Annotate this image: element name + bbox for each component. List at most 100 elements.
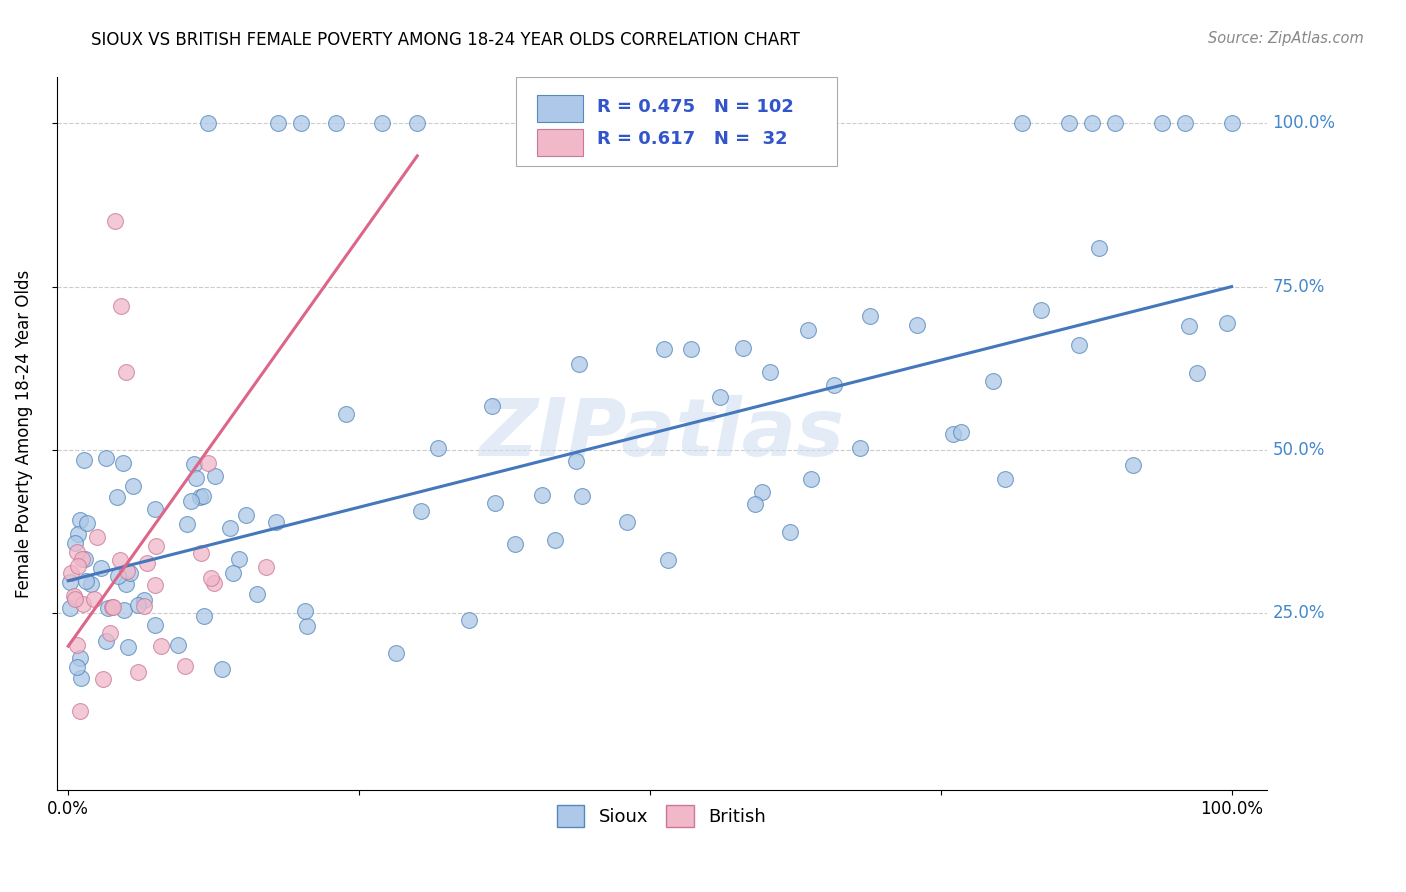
Point <box>503 536 526 550</box>
Point <box>127 665 149 680</box>
Point <box>150 639 173 653</box>
Point <box>709 390 731 404</box>
Point <box>751 485 773 500</box>
Point <box>190 545 212 559</box>
Point <box>859 309 882 323</box>
Point <box>797 323 820 337</box>
Point <box>122 479 145 493</box>
Bar <box>537 128 583 156</box>
Point <box>800 472 823 486</box>
Point <box>59 601 82 615</box>
Point <box>197 456 219 470</box>
Point <box>1104 116 1126 130</box>
Point <box>183 457 205 471</box>
Point <box>80 577 103 591</box>
Point <box>69 672 91 686</box>
Point <box>118 566 141 580</box>
Point <box>176 517 198 532</box>
Point <box>1174 116 1197 130</box>
Point <box>100 600 122 615</box>
Point <box>65 592 87 607</box>
Point <box>1087 241 1109 255</box>
Point <box>98 626 121 640</box>
Point <box>565 454 588 468</box>
Point <box>115 564 138 578</box>
Point <box>112 603 135 617</box>
Point <box>117 640 139 655</box>
Point <box>325 116 347 130</box>
Point <box>1031 303 1053 318</box>
Point <box>167 638 190 652</box>
Point <box>200 572 222 586</box>
Text: SIOUX VS BRITISH FEMALE POVERTY AMONG 18-24 YEAR OLDS CORRELATION CHART: SIOUX VS BRITISH FEMALE POVERTY AMONG 18… <box>91 31 800 49</box>
Point <box>67 526 90 541</box>
Point <box>76 516 98 530</box>
Point <box>779 524 801 539</box>
Point <box>849 442 872 456</box>
Point <box>114 577 136 591</box>
Point <box>69 705 91 719</box>
Point <box>145 539 167 553</box>
Point <box>384 646 406 660</box>
Point <box>197 116 219 130</box>
Point <box>371 116 394 130</box>
Point <box>110 299 132 313</box>
Point <box>290 116 312 130</box>
Point <box>143 502 166 516</box>
Point <box>90 560 112 574</box>
Point <box>568 357 591 371</box>
Point <box>571 489 593 503</box>
Point <box>544 533 567 547</box>
Point <box>993 472 1015 486</box>
Point <box>1057 116 1080 130</box>
Text: 75.0%: 75.0% <box>1272 277 1324 295</box>
Point <box>1122 458 1144 473</box>
Point <box>657 552 679 566</box>
Point <box>143 618 166 632</box>
Point <box>211 663 233 677</box>
Point <box>75 552 97 566</box>
Point <box>294 604 316 618</box>
Point <box>132 593 155 607</box>
Text: 25.0%: 25.0% <box>1272 605 1324 623</box>
Point <box>457 613 479 627</box>
Text: Source: ZipAtlas.com: Source: ZipAtlas.com <box>1208 31 1364 46</box>
Point <box>134 599 156 613</box>
Point <box>813 116 835 130</box>
Text: ZIPatlas: ZIPatlas <box>479 394 844 473</box>
Point <box>219 521 242 535</box>
Point <box>180 493 202 508</box>
Point <box>62 589 84 603</box>
Point <box>202 575 225 590</box>
Point <box>905 318 928 332</box>
Point <box>204 468 226 483</box>
Point <box>1178 318 1201 333</box>
Point <box>112 456 135 470</box>
Point <box>235 508 257 522</box>
Point <box>1220 116 1243 130</box>
Point <box>173 658 195 673</box>
Point <box>681 342 703 356</box>
Point <box>759 366 782 380</box>
FancyBboxPatch shape <box>516 78 837 167</box>
Text: R = 0.617   N =  32: R = 0.617 N = 32 <box>598 130 789 148</box>
Point <box>70 551 93 566</box>
Point <box>83 592 105 607</box>
Point <box>1067 338 1090 352</box>
Point <box>104 214 127 228</box>
Point <box>531 487 554 501</box>
Point <box>266 516 288 530</box>
Point <box>406 116 429 130</box>
Point <box>1216 316 1239 330</box>
Point <box>60 566 83 580</box>
Point <box>69 512 91 526</box>
Point <box>108 553 131 567</box>
Point <box>481 400 503 414</box>
Bar <box>537 95 583 122</box>
Point <box>66 545 89 559</box>
Point <box>266 116 288 130</box>
Point <box>66 638 89 652</box>
Point <box>823 378 845 392</box>
Point <box>426 441 449 455</box>
Point <box>193 608 215 623</box>
